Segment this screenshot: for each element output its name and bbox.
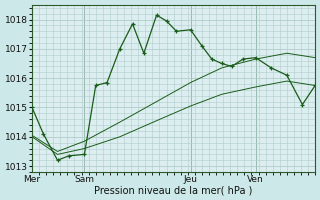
- X-axis label: Pression niveau de la mer( hPa ): Pression niveau de la mer( hPa ): [94, 185, 253, 195]
